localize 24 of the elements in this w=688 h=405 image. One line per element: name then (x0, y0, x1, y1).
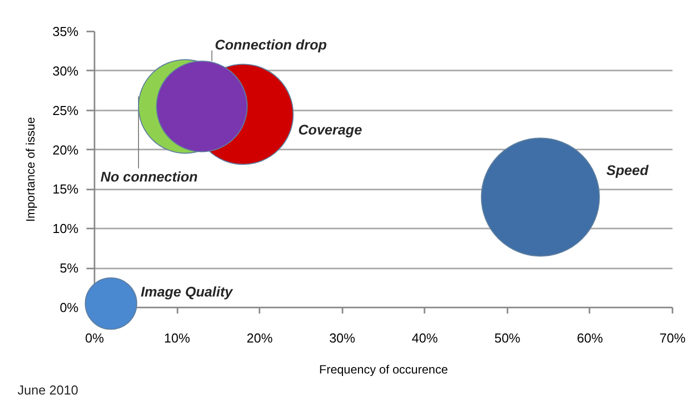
x-tick-label: 0% (85, 330, 104, 346)
y-tick-label: 30% (52, 63, 79, 78)
y-tick-label: 10% (52, 221, 79, 236)
x-tick-label: 40% (412, 330, 438, 346)
x-tick-label: 50% (494, 330, 521, 346)
x-tick-label: 30% (329, 330, 356, 346)
text: June 2010 (18, 382, 78, 398)
y-tick-label: 15% (52, 182, 79, 197)
y-tick-label: 25% (52, 102, 79, 118)
series-label: No connection (100, 168, 198, 184)
x-tick-label: 60% (576, 330, 604, 346)
x-axis-title: Frequency of occurence (319, 362, 448, 376)
series-label: Coverage (298, 121, 362, 138)
x-tick-label: 70% (659, 330, 686, 346)
x-tick-label: 10% (164, 330, 191, 346)
y-tick-label: 5% (60, 260, 79, 276)
x-tick-label: 20% (246, 330, 274, 346)
series-label: Speed (606, 162, 649, 178)
y-tick-label: 35% (52, 24, 79, 39)
series-label: Connection drop (214, 36, 328, 52)
series-label: Image Quality (140, 284, 234, 300)
y-tick-label: 0% (60, 300, 79, 315)
y-axis-title: Importance of issue (23, 116, 38, 222)
y-tick-label: 20% (52, 142, 79, 158)
